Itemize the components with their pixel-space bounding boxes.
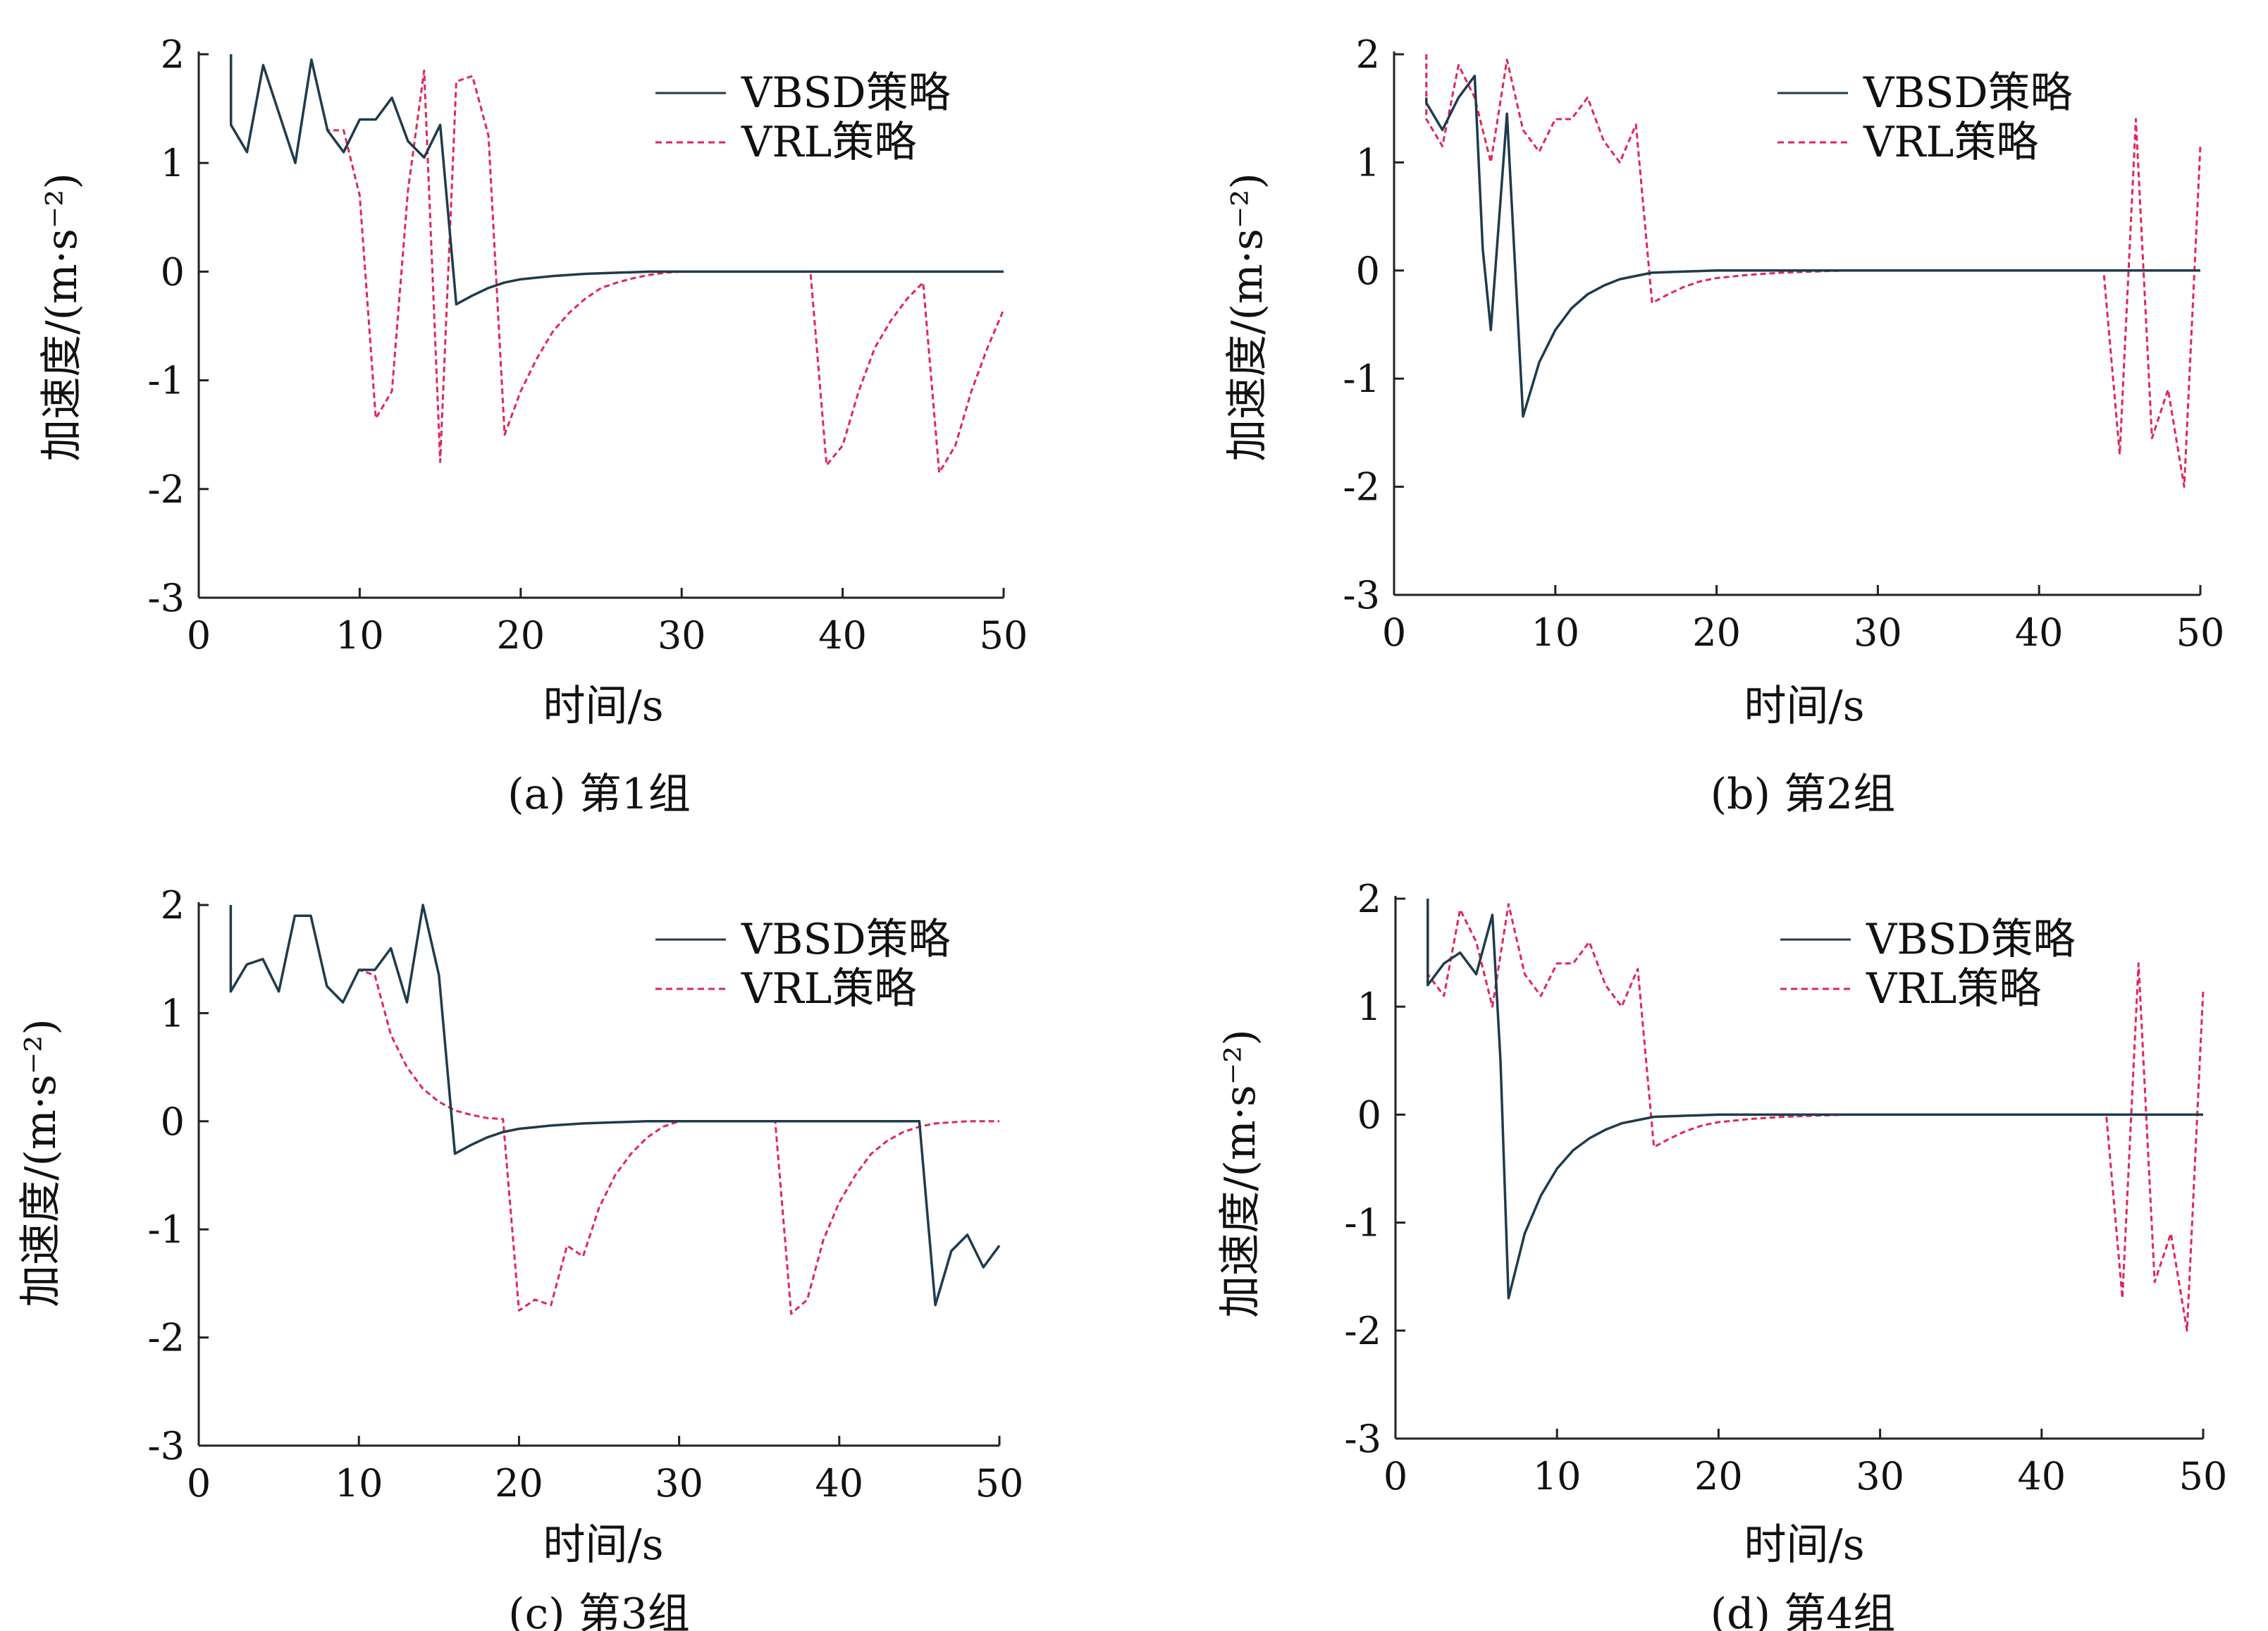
- x-axis-label-a: 时间/s: [543, 682, 663, 731]
- y-axis-label-c: 加速度/(m·s⁻²): [16, 1018, 66, 1307]
- y-tick-label-b: -2: [1343, 465, 1380, 510]
- y-tick-label-c: 2: [161, 883, 185, 928]
- x-tick-label-b: 40: [2015, 610, 2064, 655]
- x-tick-label-b: 30: [1854, 610, 1902, 655]
- x-tick-label-a: 30: [658, 613, 706, 658]
- x-tick-label-b: 0: [1382, 610, 1406, 655]
- x-tick-label-c: 0: [187, 1461, 211, 1506]
- x-tick-label-a: 50: [980, 613, 1028, 658]
- y-tick-label-c: -1: [147, 1207, 185, 1252]
- x-tick-label-c: 50: [975, 1461, 1024, 1506]
- legend-label-vrl-b: VRL策略: [1863, 118, 2038, 167]
- legend-label-vbsd-c: VBSD策略: [741, 915, 951, 964]
- x-tick-label-c: 20: [495, 1461, 543, 1506]
- y-tick-label-d: 2: [1357, 877, 1381, 921]
- panel-d: 0 10 20 30 40 50 -3 -2 -1 0 1 2 VBSD策略 VRL策略 加速度/(m…: [1216, 877, 2227, 1631]
- y-axis-label-d: 加速度/(m·s⁻²): [1216, 1029, 1265, 1318]
- y-tick-label-d: -1: [1344, 1201, 1381, 1245]
- y-axis-label-b: 加速度/(m·s⁻²): [1223, 173, 1272, 462]
- legend-a: VBSD策略 VRL策略: [655, 68, 951, 167]
- y-tick-label-a: 1: [161, 141, 185, 185]
- y-tick-label-c: 1: [161, 991, 185, 1035]
- y-tick-label-d: 1: [1357, 985, 1381, 1029]
- y-tick-label-d: -2: [1344, 1309, 1381, 1353]
- y-tick-label-a: -1: [147, 359, 185, 403]
- plot-area-c: 0 10 20 30 40 50 -3 -2 -1 0 1 2: [147, 883, 1023, 1506]
- x-tick-label-d: 20: [1694, 1454, 1743, 1498]
- x-axis-label-c: 时间/s: [543, 1520, 663, 1570]
- y-tick-label-c: 0: [161, 1100, 185, 1144]
- x-tick-label-a: 20: [496, 613, 545, 658]
- panel-c: 0 10 20 30 40 50 -3 -2 -1 0 1 2 VBSD策略 VRL策略 加速度/(m…: [16, 883, 1023, 1631]
- y-tick-label-a: 2: [161, 32, 185, 77]
- plot-area-d: 0 10 20 30 40 50 -3 -2 -1 0 1 2: [1344, 877, 2227, 1498]
- y-tick-label-c: -2: [147, 1316, 185, 1360]
- legend-label-vbsd-d: VBSD策略: [1866, 915, 2076, 964]
- x-tick-label-b: 20: [1692, 610, 1741, 655]
- series-line-vrl-b: [1425, 54, 2202, 488]
- y-tick-label-a: 0: [161, 250, 185, 294]
- x-tick-label-c: 10: [335, 1461, 383, 1506]
- x-axis-label-d: 时间/s: [1744, 1520, 1864, 1570]
- y-axis-label-a: 加速度/(m·s⁻²): [37, 173, 87, 462]
- y-tick-label-a: -2: [147, 467, 185, 512]
- series-line-vbsd-a: [229, 54, 1004, 306]
- legend-label-vbsd-a: VBSD策略: [741, 68, 951, 118]
- caption-b: (b) 第2组: [1711, 770, 1895, 819]
- caption-d: (d) 第4组: [1711, 1589, 1895, 1631]
- y-tick-label-b: 0: [1356, 249, 1380, 293]
- x-tick-label-c: 40: [815, 1461, 863, 1506]
- panel-a: 0 10 20 30 40 50 -3 -2 -1 0 1 2 VBSD策略 VRL策略 加速度/(m…: [37, 32, 1028, 819]
- x-tick-label-d: 10: [1533, 1454, 1582, 1498]
- y-tick-label-b: -1: [1343, 357, 1380, 401]
- x-tick-label-d: 40: [2017, 1454, 2066, 1498]
- x-axis-label-b: 时间/s: [1744, 682, 1864, 731]
- y-tick-label-c: -3: [147, 1424, 185, 1468]
- x-tick-label-d: 50: [2179, 1454, 2228, 1498]
- y-tick-label-b: 1: [1356, 140, 1380, 185]
- x-tick-label-c: 30: [655, 1461, 703, 1506]
- series-line-vrl-a: [230, 54, 1005, 474]
- panel-b: 0 10 20 30 40 50 -3 -2 -1 0 1 2 VBSD策略 VRL策略 加速度/(m…: [1223, 32, 2224, 819]
- x-tick-label-a: 0: [187, 613, 211, 658]
- y-tick-label-d: 0: [1357, 1093, 1381, 1137]
- legend-label-vbsd-b: VBSD策略: [1863, 68, 2073, 118]
- x-tick-label-a: 10: [335, 613, 384, 658]
- caption-a: (a) 第1组: [507, 770, 691, 819]
- caption-c: (c) 第3组: [508, 1589, 690, 1631]
- legend-label-vrl-d: VRL策略: [1866, 964, 2041, 1014]
- x-tick-label-a: 40: [818, 613, 867, 658]
- x-tick-label-d: 30: [1856, 1454, 1904, 1498]
- y-tick-label-a: -3: [147, 576, 185, 620]
- legend-d: VBSD策略 VRL策略: [1780, 915, 2076, 1014]
- legend-label-vrl-a: VRL策略: [741, 118, 916, 167]
- series-line-vbsd-b: [1425, 74, 2200, 418]
- y-tick-label-b: -3: [1343, 573, 1380, 617]
- legend-c: VBSD策略 VRL策略: [655, 915, 951, 1014]
- y-tick-label-b: 2: [1356, 32, 1380, 77]
- x-tick-label-b: 10: [1531, 610, 1579, 655]
- series-line-vbsd-d: [1426, 899, 2203, 1300]
- y-tick-label-d: -3: [1344, 1417, 1381, 1461]
- legend-b: VBSD策略 VRL策略: [1777, 68, 2073, 167]
- series-line-vbsd-c: [229, 904, 1001, 1307]
- plot-area-a: 0 10 20 30 40 50 -3 -2 -1 0 1 2: [147, 32, 1028, 658]
- x-tick-label-d: 0: [1383, 1454, 1407, 1498]
- legend-label-vrl-c: VRL策略: [741, 964, 916, 1014]
- plot-area-b: 0 10 20 30 40 50 -3 -2 -1 0 1 2: [1343, 32, 2224, 655]
- x-tick-label-b: 50: [2176, 610, 2225, 655]
